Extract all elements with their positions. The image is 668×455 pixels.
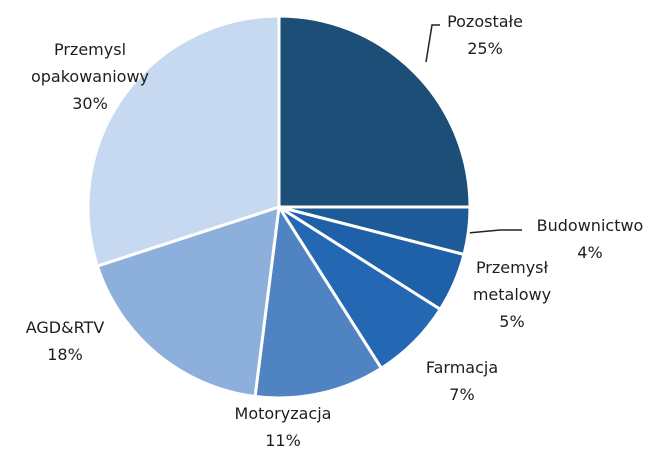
slice-label: Budownictwo 4% <box>520 212 660 266</box>
category-label: Farmacja <box>425 358 499 377</box>
value-label: 5% <box>499 312 525 331</box>
pie-slice <box>86 14 281 268</box>
category-label: Pozostałe <box>447 12 523 31</box>
pie-slice <box>95 204 281 399</box>
slice-label: AGD&RTV 18% <box>0 314 135 368</box>
pie-slice <box>277 14 472 209</box>
slice-label: Farmacja 7% <box>392 354 532 408</box>
slice-label: Przemysl opakowaniowy 30% <box>5 36 175 117</box>
value-label: 25% <box>467 39 503 58</box>
value-label: 7% <box>449 385 475 404</box>
category-label: Budownictwo <box>536 216 644 235</box>
slice-label: Pozostałe 25% <box>415 8 555 62</box>
slice-label: Przemysł metalowy 5% <box>457 254 567 335</box>
value-label: 30% <box>72 94 108 113</box>
category-label: Przemysł metalowy <box>472 258 552 304</box>
pie-slice <box>253 202 384 400</box>
value-label: 4% <box>577 243 603 262</box>
category-label: AGD&RTV <box>25 318 105 337</box>
value-label: 11% <box>265 431 301 450</box>
leader-line <box>467 229 522 234</box>
slice-label: Motoryzacja 11% <box>203 400 363 454</box>
value-label: 18% <box>47 345 83 364</box>
leader-line <box>425 24 440 63</box>
category-label: Przemysl opakowaniowy <box>30 40 150 86</box>
category-label: Motoryzacja <box>234 404 332 423</box>
